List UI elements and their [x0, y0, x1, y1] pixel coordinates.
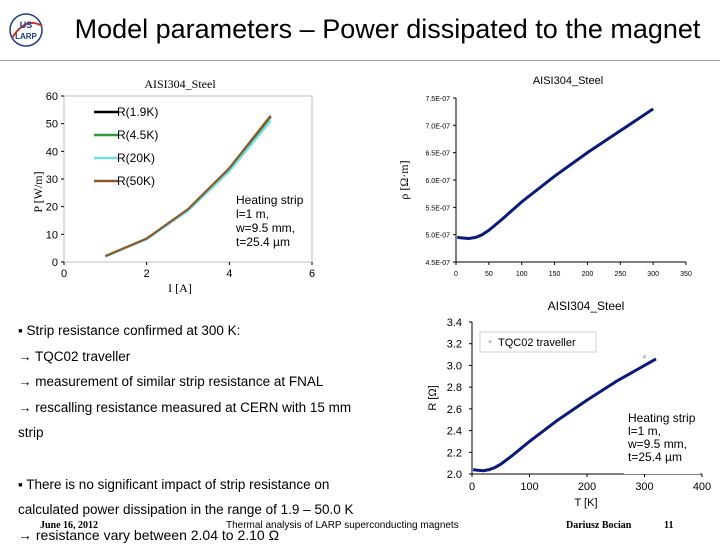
- chart3-title: AISI304_Steel: [548, 299, 625, 313]
- bullet-line: → resistance vary between 2.04 to 2.10 Ω: [18, 526, 280, 543]
- bullet-line: strip: [18, 425, 44, 441]
- y-tick-label: 3.2: [447, 339, 462, 351]
- x-tick-label: 0: [469, 481, 475, 493]
- annotation-text: t=25.4 µm: [628, 450, 682, 464]
- power-vs-current-chart: AISI304_Steel I [A] P [W/m] 010203040506…: [31, 77, 315, 295]
- x-tick-label: 50: [485, 271, 493, 278]
- y-tick-label: 7.5E-07: [425, 96, 450, 103]
- legend-label: R(20K): [117, 151, 155, 165]
- bullet-list: ▪ Strip resistance confirmed at 300 K: →…: [18, 318, 438, 548]
- chart1-title: AISI304_Steel: [144, 77, 216, 91]
- y-tick-label: 3.0: [447, 360, 462, 372]
- x-tick-label: 100: [516, 271, 528, 278]
- bullet-line: ▪ Strip resistance confirmed at 300 K:: [18, 323, 241, 338]
- bullet-line: ▪ There is no significant impact of stri…: [18, 476, 330, 492]
- x-tick-label: 150: [549, 271, 561, 278]
- annotation-text: t=25.4 µm: [236, 235, 290, 249]
- y-tick-label: 5.5E-07: [425, 205, 450, 212]
- resistance-series-line: [472, 357, 657, 473]
- y-tick-label: 7.0E-07: [425, 123, 450, 130]
- bullet-line: → TQC02 traveller: [18, 348, 131, 364]
- x-tick-label: 350: [680, 271, 692, 278]
- y-tick-label: 60: [46, 91, 58, 103]
- x-tick-label: 6: [309, 268, 315, 280]
- y-tick-label: 20: [46, 202, 58, 214]
- chart3-xlabel: T [K]: [574, 497, 597, 509]
- x-tick-label: 100: [520, 481, 538, 493]
- y-tick-label: 6.0E-07: [425, 178, 450, 185]
- bullet-line: calculated power dissipation in the rang…: [18, 502, 354, 518]
- y-tick-label: 5.0E-07: [425, 233, 450, 240]
- bullet-line: → measurement of similar strip resistanc…: [18, 374, 324, 390]
- footer-author: Dariusz Bocian: [566, 520, 632, 531]
- logo-text-us: US: [20, 20, 33, 30]
- annotation-text: w=9.5 mm,: [235, 221, 295, 235]
- y-tick-label: 30: [46, 174, 58, 186]
- footer-center-text: Thermal analysis of LARP superconducting…: [226, 520, 459, 531]
- y-tick-label: 6.5E-07: [425, 151, 450, 158]
- logo-text-larp: LARP: [15, 32, 37, 41]
- x-tick-label: 0: [61, 268, 67, 280]
- x-tick-label: 300: [635, 481, 653, 493]
- legend-label: TQC02 traveller: [498, 337, 576, 349]
- annotation-text: w=9.5 mm,: [627, 437, 687, 451]
- tqc02-marker: *: [642, 352, 647, 366]
- annotation-text: Heating strip: [236, 193, 304, 207]
- slide-title: Model parameters – Power dissipated to t…: [74, 14, 701, 44]
- y-tick-label: 0: [52, 257, 58, 269]
- annotation-text: l=1 m,: [236, 207, 269, 221]
- y-tick-label: 2.0: [447, 469, 462, 481]
- bullet-line: [18, 446, 438, 472]
- chart2-title: AISI304_Steel: [533, 75, 603, 87]
- chart3-ylabel: R [Ω]: [427, 385, 439, 410]
- title-divider: [0, 60, 720, 61]
- chart1-ylabel: P [W/m]: [31, 171, 45, 212]
- x-tick-label: 0: [454, 271, 458, 278]
- y-tick-label: 2.4: [447, 426, 462, 438]
- x-tick-label: 400: [693, 481, 711, 493]
- legend-label: R(50K): [117, 174, 155, 188]
- y-tick-label: 10: [46, 229, 58, 241]
- chart1-xlabel: I [A]: [168, 281, 192, 295]
- x-tick-label: 200: [582, 271, 594, 278]
- resistivity-vs-temperature-chart: AISI304_Steel ρ [Ω·m] 4.5E-07 5.0E-07 5.5E…: [397, 75, 692, 278]
- resistivity-series-line: [457, 107, 654, 241]
- y-tick-label: 2.2: [447, 447, 462, 459]
- y-tick-label: 2.8: [447, 382, 462, 394]
- y-tick-label: 3.4: [447, 317, 462, 329]
- x-tick-label: 4: [226, 268, 232, 280]
- series-line-R(50K): [104, 114, 272, 258]
- y-tick-label: 4.5E-07: [425, 260, 450, 267]
- x-tick-label: 200: [578, 481, 596, 493]
- y-tick-label: 2.6: [447, 404, 462, 416]
- legend-label: R(4.5K): [117, 128, 158, 142]
- page-number: 11: [664, 520, 674, 531]
- annotation-box: [624, 406, 700, 474]
- legend-box: [479, 331, 597, 353]
- x-tick-label: 250: [614, 271, 626, 278]
- annotation-text: l=1 m,: [628, 424, 661, 438]
- us-larp-logo: US LARP: [9, 13, 43, 47]
- chart2-ylabel: ρ [Ω·m]: [397, 160, 411, 199]
- bullet-line: → rescalling resistance measured at CERN…: [18, 399, 352, 415]
- legend-label: R(1.9K): [117, 105, 158, 119]
- resistance-vs-temperature-chart: AISI304_Steel T [K] R [Ω] 2.0 2.2 2.4 2.6 2.…: [427, 299, 711, 509]
- legend-marker: *: [488, 338, 493, 350]
- x-tick-label: 300: [647, 271, 659, 278]
- annotation-text: Heating strip: [628, 411, 696, 425]
- x-tick-label: 2: [144, 268, 150, 280]
- footer-date: June 16, 2012: [40, 520, 99, 531]
- y-tick-label: 50: [46, 119, 58, 131]
- y-tick-label: 40: [46, 146, 58, 158]
